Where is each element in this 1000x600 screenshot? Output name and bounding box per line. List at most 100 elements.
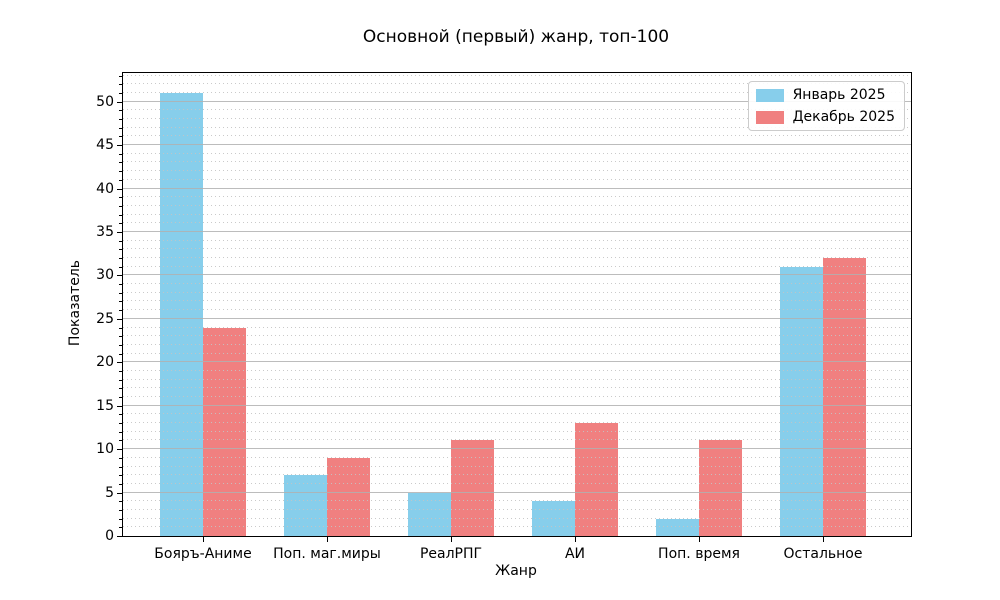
y-minor-tick (119, 518, 122, 520)
y-tick (117, 492, 122, 494)
gridline-minor (123, 387, 911, 389)
gridline-minor (123, 396, 911, 398)
y-minor-tick (119, 397, 122, 398)
y-tick (117, 231, 122, 233)
y-minor-tick (119, 292, 122, 294)
y-tick (117, 536, 122, 537)
y-minor-tick (119, 249, 122, 251)
bar-series1-0 (203, 327, 246, 536)
gridline-minor (123, 508, 911, 510)
y-tick-label: 5 (105, 484, 114, 501)
gridline-minor (123, 178, 911, 180)
y-minor-tick (119, 344, 122, 346)
bar-series1-3 (575, 423, 618, 536)
gridline-minor (123, 326, 911, 328)
gridline-minor (123, 239, 911, 241)
y-tick-label: 50 (96, 93, 114, 110)
bar-series1-5 (823, 258, 866, 536)
y-minor-tick (119, 327, 122, 329)
gridline-minor (123, 91, 911, 93)
y-minor-tick (119, 240, 122, 242)
y-tick-label: 20 (96, 354, 114, 371)
x-tick (699, 537, 700, 542)
y-minor-tick (119, 423, 122, 425)
y-minor-tick (119, 370, 122, 372)
gridline-minor (123, 74, 911, 76)
bar-series0-0 (160, 92, 203, 536)
gridline-minor (123, 161, 911, 163)
legend-swatch-december-icon (755, 110, 784, 124)
y-tick-label: 45 (96, 137, 114, 154)
gridline-minor (123, 135, 911, 137)
y-minor-tick (119, 92, 122, 94)
y-minor-tick (119, 466, 122, 468)
gridline-minor (123, 126, 911, 128)
y-tick-label: 30 (96, 267, 114, 284)
x-tick-label: Поп. маг.миры (273, 546, 381, 562)
x-tick (575, 537, 576, 542)
x-tick-label: АИ (564, 546, 586, 562)
legend-swatch-january-icon (755, 88, 784, 102)
x-tick (327, 537, 328, 542)
gridline-minor (123, 213, 911, 215)
y-minor-tick (119, 136, 122, 138)
y-minor-tick (119, 501, 122, 503)
gridline-minor (123, 439, 911, 441)
gridline-minor (123, 109, 911, 111)
gridline-major (123, 100, 911, 102)
y-minor-tick (119, 127, 122, 129)
y-tick-label: 40 (96, 180, 114, 197)
gridline-minor (123, 118, 911, 120)
gridline-major (123, 448, 911, 450)
y-axis-label: Показатель (67, 259, 83, 347)
gridline-minor (123, 283, 911, 285)
y-minor-tick (119, 258, 122, 260)
y-tick (117, 275, 122, 277)
gridline-major (123, 187, 911, 189)
gridline-minor (123, 378, 911, 380)
y-tick (117, 101, 122, 103)
gridline-major (123, 230, 911, 232)
y-minor-tick (119, 388, 122, 390)
y-tick-label: 35 (96, 223, 114, 240)
legend-item-january: Январь 2025 (755, 87, 895, 103)
y-minor-tick (119, 301, 122, 303)
y-minor-tick (119, 162, 122, 164)
y-minor-tick (119, 110, 122, 112)
y-minor-tick (119, 119, 122, 121)
y-tick-label: 10 (96, 441, 114, 458)
legend-label-january: Январь 2025 (792, 87, 886, 103)
gridline-major (123, 317, 911, 319)
y-minor-tick (119, 483, 122, 485)
bar-series0-5 (780, 266, 823, 536)
y-tick-label: 0 (105, 528, 114, 544)
gridline-minor (123, 248, 911, 250)
y-tick-label: 25 (96, 310, 114, 327)
gridline-minor (123, 474, 911, 476)
gridline-major (123, 491, 911, 493)
gridline-minor (123, 343, 911, 345)
y-minor-tick (119, 353, 122, 355)
gridline-major (123, 404, 911, 406)
y-minor-tick (119, 171, 122, 173)
gridline-minor (123, 152, 911, 154)
y-minor-tick (119, 379, 122, 381)
gridline-minor (123, 196, 911, 198)
x-tick-label: РеалРПГ (419, 546, 483, 562)
y-minor-tick (119, 214, 122, 216)
plot-area: Январь 2025 Декабрь 2025 0 5 10 15 20 25 30 35 4… (96, 72, 912, 562)
legend: Январь 2025 Декабрь 2025 (747, 81, 905, 131)
gridline-minor (123, 204, 911, 206)
x-tick-label: Поп. время (658, 546, 740, 562)
bar-series0-1 (284, 475, 327, 536)
gridline-minor (123, 369, 911, 371)
y-minor-tick (119, 336, 122, 338)
y-minor-tick (119, 431, 122, 433)
y-minor-tick (119, 223, 122, 225)
x-axis-label: Жанр (495, 563, 537, 579)
x-tick-label: Остальное (783, 546, 863, 562)
gridline-major (123, 144, 911, 146)
gridline-major (123, 361, 911, 363)
y-tick (117, 145, 122, 147)
y-minor-tick (119, 153, 122, 155)
